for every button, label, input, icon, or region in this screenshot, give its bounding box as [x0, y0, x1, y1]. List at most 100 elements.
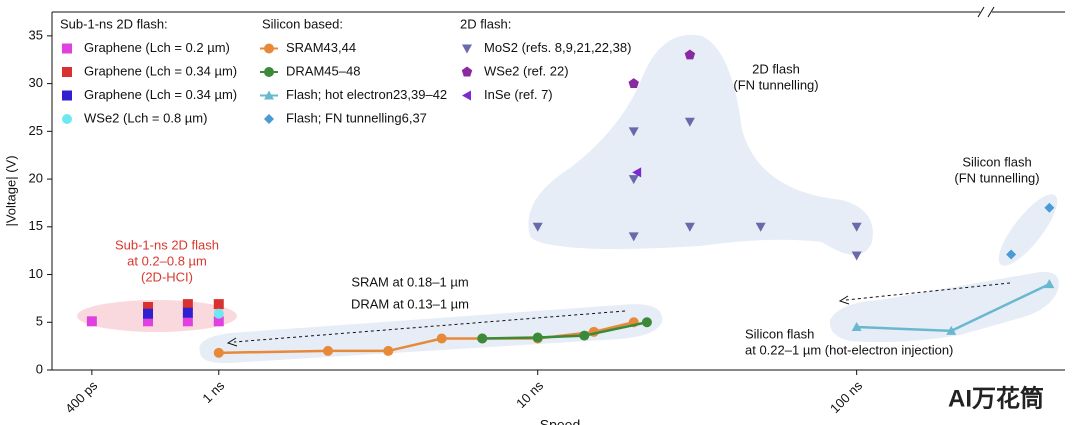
axis-break [977, 6, 985, 18]
x-tick-label: 400 ps [62, 378, 101, 417]
annotation: SRAM at 0.18–1 µm [351, 274, 468, 289]
legend-label: Flash; hot electron23,39–42 [286, 87, 447, 102]
point [477, 333, 488, 344]
annotation: (2D-HCI) [141, 269, 193, 284]
legend-marker [62, 114, 72, 124]
annotation: (FN tunnelling) [733, 77, 818, 92]
legend-label: InSe (ref. 7) [484, 87, 553, 102]
legend-marker [461, 66, 473, 77]
y-tick-label: 5 [36, 314, 43, 329]
series [628, 49, 696, 89]
legend-label: SRAM43,44 [286, 40, 356, 55]
legend-title: Silicon based: [262, 16, 343, 31]
point [628, 232, 639, 242]
point [628, 78, 639, 89]
legend-label: Flash; FN tunnelling6,37 [286, 110, 427, 125]
legend-marker [62, 67, 72, 77]
series [143, 299, 224, 312]
arrows [226, 282, 1011, 347]
legend-marker [462, 44, 472, 54]
point [143, 308, 154, 319]
y-tick-label: 0 [36, 361, 43, 376]
point [383, 345, 394, 356]
region-fn [998, 194, 1058, 266]
legend-label: WSe2 (ref. 22) [484, 63, 569, 78]
series [851, 279, 1055, 335]
series [86, 316, 224, 327]
series [532, 117, 862, 261]
legend-marker [264, 43, 274, 54]
series [632, 167, 642, 178]
point [213, 308, 224, 319]
legend-marker [62, 43, 72, 54]
region-2d-flash [528, 34, 873, 256]
point [632, 167, 642, 178]
point [532, 332, 543, 343]
annotation: at 0.22–1 µm (hot-electron injection) [745, 342, 953, 357]
y-axis-label: |Voltage| (V) [3, 155, 18, 226]
series [213, 308, 224, 319]
point [641, 317, 652, 328]
legend-marker [264, 114, 274, 124]
point [182, 299, 193, 310]
annotation: Sub-1-ns 2D flash [115, 237, 219, 252]
regions [77, 34, 1059, 364]
x-tick-label: 10 ns [513, 378, 546, 411]
x-tick-label: 100 ns [827, 378, 866, 417]
axis-break [987, 6, 995, 18]
point [322, 345, 333, 356]
arrow-head [226, 337, 238, 347]
point [946, 325, 957, 335]
x-axis-label: Speed [540, 417, 580, 425]
point [628, 127, 639, 137]
point [1044, 279, 1055, 289]
point [213, 316, 224, 327]
series [477, 317, 652, 344]
legend-marker [264, 90, 274, 100]
arrow [233, 310, 626, 343]
point [851, 322, 862, 332]
series [143, 307, 193, 319]
x-tick-label: 1 ns [199, 378, 227, 406]
legend-label: DRAM45–48 [286, 63, 360, 78]
point [684, 222, 695, 232]
legend-label: MoS2 (refs. 8,9,21,22,38) [484, 40, 631, 55]
y-tick-label: 35 [29, 27, 43, 42]
point [851, 222, 862, 232]
point [579, 330, 590, 341]
legend-title: Sub-1-ns 2D flash: [60, 16, 168, 31]
point [684, 117, 695, 127]
frame [51, 6, 1065, 371]
legend-label: Graphene (Lch = 0.2 µm) [84, 40, 230, 55]
point [1006, 249, 1017, 260]
legend-marker [462, 90, 471, 101]
legend-marker [264, 67, 274, 77]
y-tick-label: 15 [29, 218, 43, 233]
point [213, 347, 224, 358]
point [851, 251, 862, 261]
legend-marker [62, 90, 72, 101]
point [143, 301, 154, 312]
arrow-head [838, 295, 850, 305]
region-silicon [199, 304, 663, 364]
watermark: AI万花筒 [948, 384, 1044, 412]
series-line [482, 321, 648, 340]
point [182, 316, 193, 327]
point [684, 49, 696, 60]
point [182, 307, 193, 318]
y-tick-label: 25 [29, 123, 43, 138]
point [1044, 202, 1055, 213]
y-tick-label: 30 [29, 75, 43, 90]
point [628, 175, 639, 185]
series [1006, 202, 1055, 260]
annotation: Silicon flash [962, 154, 1031, 169]
point [213, 299, 224, 310]
region-2d-hci [77, 300, 237, 332]
legend-title: 2D flash: [460, 16, 511, 31]
y-tick-label: 20 [29, 171, 43, 186]
point [143, 316, 154, 327]
point [86, 316, 97, 327]
annotation: at 0.2–0.8 µm [127, 253, 207, 268]
point [436, 333, 447, 344]
